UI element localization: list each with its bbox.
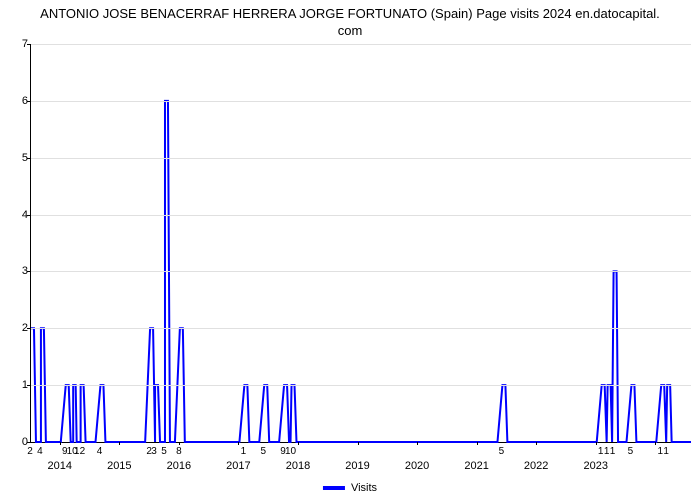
plot-area <box>30 44 691 443</box>
ytick-label: 7 <box>22 38 28 50</box>
visits-line <box>31 44 691 442</box>
xtick <box>298 442 299 445</box>
title-line-2: com <box>338 23 363 38</box>
xtick-minor-label: 5 <box>628 446 634 457</box>
xtick <box>417 442 418 445</box>
ytick-label: 2 <box>22 322 28 334</box>
xtick-year-label: 2022 <box>524 460 548 472</box>
xtick <box>179 442 180 445</box>
xtick-minor-label: 4 <box>97 446 103 457</box>
xtick-minor-label: 4 <box>37 446 43 457</box>
xtick-minor-label: 1 <box>241 446 247 457</box>
xtick-minor-label: 5 <box>161 446 167 457</box>
xtick-year-label: 2018 <box>286 460 310 472</box>
xtick-minor-label: 1 <box>598 446 604 457</box>
xtick <box>358 442 359 445</box>
gridline <box>31 328 691 329</box>
xtick-year-label: 2017 <box>226 460 250 472</box>
xtick-year-label: 2019 <box>345 460 369 472</box>
gridline <box>31 215 691 216</box>
xtick-minor-label: 10 <box>285 446 296 457</box>
xtick-minor-label: 1 <box>604 446 610 457</box>
xtick-minor-label: 5 <box>260 446 266 457</box>
gridline <box>31 385 691 386</box>
xtick-minor-label: 8 <box>176 446 182 457</box>
gridline <box>31 44 691 45</box>
gridline <box>31 101 691 102</box>
xtick <box>238 442 239 445</box>
xtick-year-label: 2021 <box>464 460 488 472</box>
legend: Visits <box>323 482 377 494</box>
ytick-label: 1 <box>22 379 28 391</box>
xtick <box>477 442 478 445</box>
chart-title: ANTONIO JOSE BENACERRAF HERRERA JORGE FO… <box>0 0 700 40</box>
ytick-label: 5 <box>22 152 28 164</box>
xtick <box>536 442 537 445</box>
xtick-minor-label: 5 <box>499 446 505 457</box>
legend-swatch <box>323 486 345 490</box>
xtick-year-label: 2016 <box>167 460 191 472</box>
gridline <box>31 158 691 159</box>
xtick <box>119 442 120 445</box>
ytick-label: 6 <box>22 95 28 107</box>
xtick <box>60 442 61 445</box>
xtick-year-label: 2014 <box>48 460 72 472</box>
xtick-minor-label: 12 <box>74 446 85 457</box>
xtick-minor-label: 1 <box>657 446 663 457</box>
ytick-label: 4 <box>22 209 28 221</box>
legend-label: Visits <box>351 482 377 494</box>
visits-chart: ANTONIO JOSE BENACERRAF HERRERA JORGE FO… <box>0 0 700 500</box>
xtick <box>655 442 656 445</box>
ytick-label: 3 <box>22 265 28 277</box>
xtick-year-label: 2020 <box>405 460 429 472</box>
xtick-year-label: 2023 <box>583 460 607 472</box>
xtick-minor-label: 3 <box>151 446 157 457</box>
xtick-minor-label: 1 <box>610 446 616 457</box>
xtick-minor-label: 1 <box>663 446 669 457</box>
xtick-year-label: 2015 <box>107 460 131 472</box>
title-line-1: ANTONIO JOSE BENACERRAF HERRERA JORGE FO… <box>40 6 660 21</box>
xtick <box>596 442 597 445</box>
xtick-minor-label: 2 <box>27 446 33 457</box>
gridline <box>31 271 691 272</box>
